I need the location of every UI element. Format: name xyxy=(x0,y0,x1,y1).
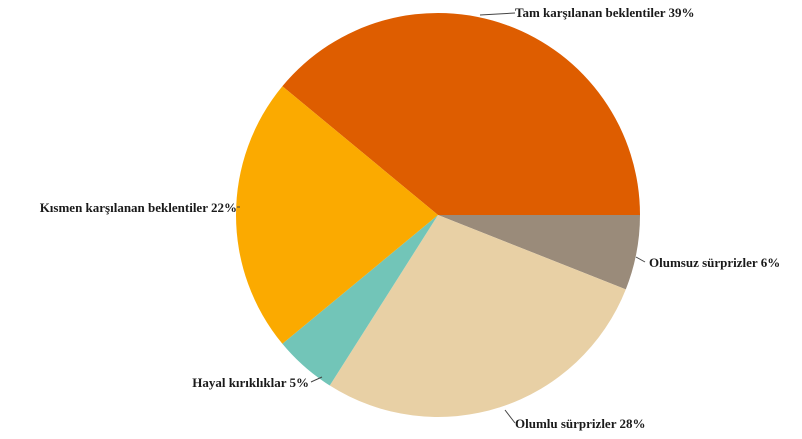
leader-line-4 xyxy=(310,376,323,383)
pie-slice-2 xyxy=(438,215,640,290)
slice-label-5: Kısmen karşılanan beklentiler 22% xyxy=(40,200,237,215)
slice-label-2: Olumsuz sürprizler 6% xyxy=(649,255,780,270)
leader-lines xyxy=(237,12,646,424)
slice-labels: Tam karşılanan beklentiler 39% Olumsuz sü… xyxy=(40,5,781,431)
pie-slice-4 xyxy=(282,215,438,386)
pie-slices xyxy=(236,13,640,417)
leader-line-2 xyxy=(635,256,646,263)
slice-label-1: Tam karşılanan beklentiler 39% xyxy=(515,5,695,20)
slice-label-3: Olumlu sürprizler 28% xyxy=(515,416,645,431)
pie-slice-1 xyxy=(282,13,640,216)
leader-line-1 xyxy=(479,12,516,16)
slice-label-4: Hayal kırıklıklar 5% xyxy=(192,375,309,390)
pie-slice-5 xyxy=(236,86,438,344)
leader-line-3 xyxy=(504,409,516,424)
pie-slice-3 xyxy=(329,215,626,417)
